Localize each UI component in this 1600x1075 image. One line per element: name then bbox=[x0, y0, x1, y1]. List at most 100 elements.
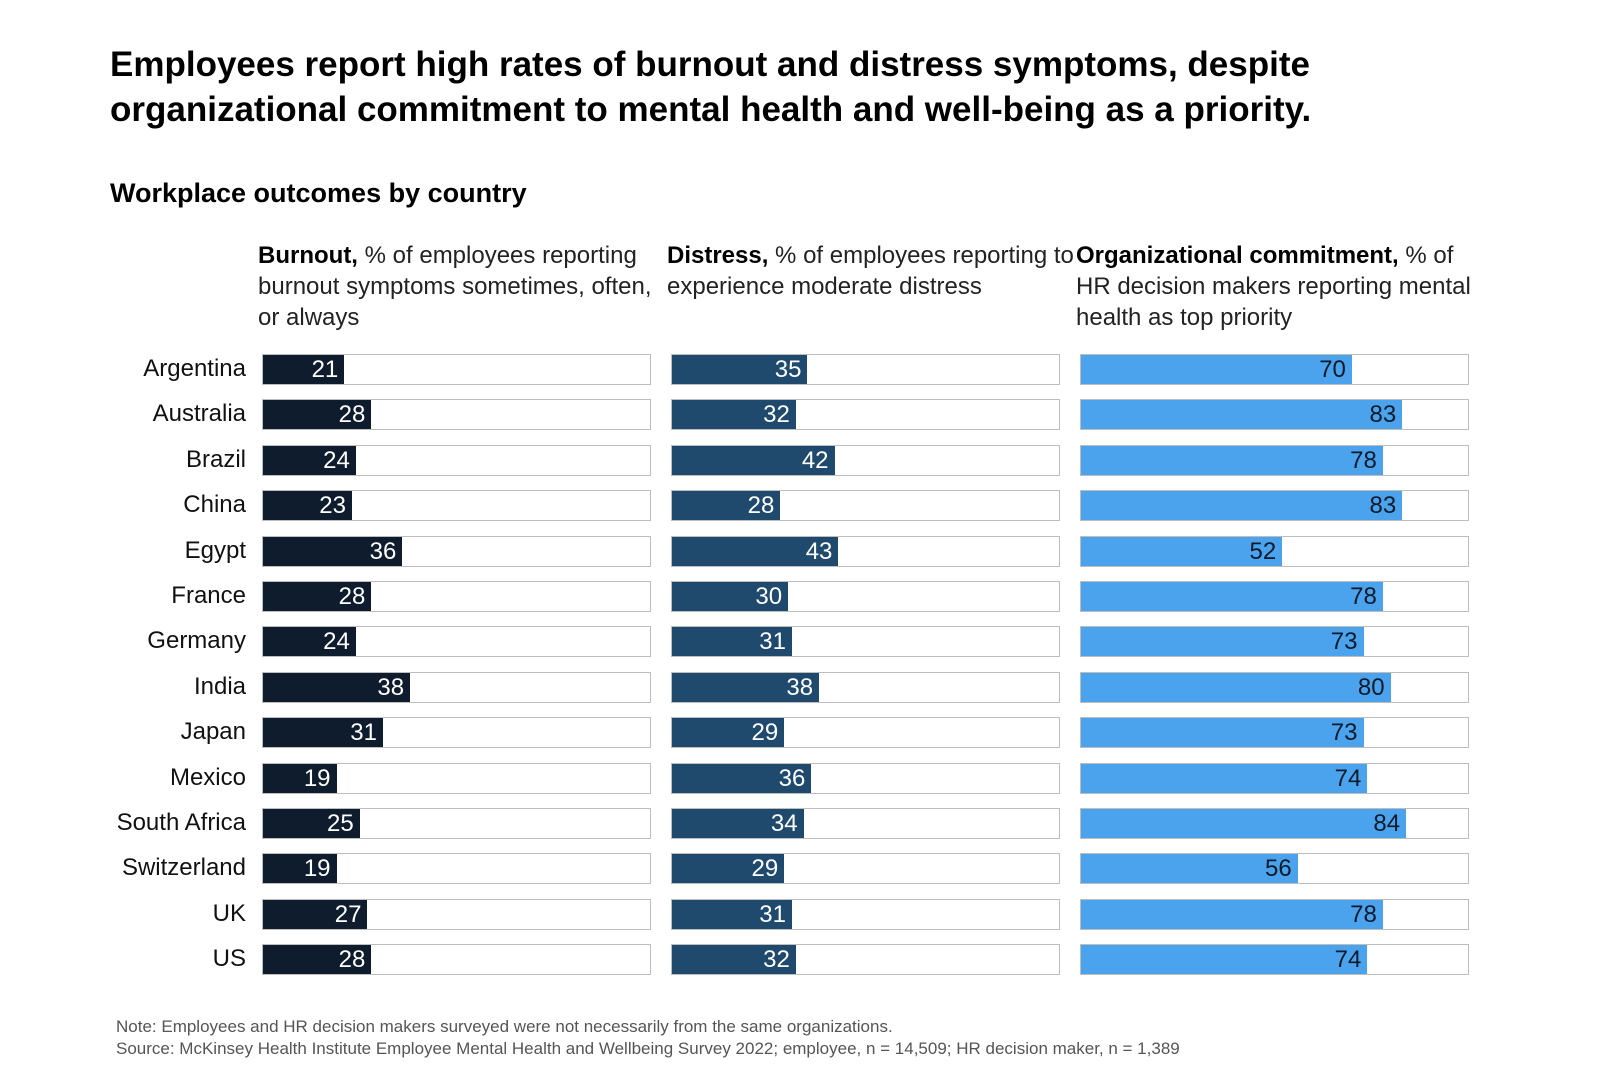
bar-track: 19 bbox=[262, 762, 651, 794]
bar-track: 84 bbox=[1080, 808, 1469, 839]
bar-value-label: 38 bbox=[786, 673, 814, 701]
bar: 21 bbox=[263, 355, 345, 384]
bar: 19 bbox=[263, 763, 337, 793]
bar-track: 32 bbox=[671, 944, 1060, 976]
bar: 19 bbox=[263, 854, 337, 884]
bar-value-label: 28 bbox=[338, 583, 366, 610]
bar-track: 31 bbox=[671, 898, 1060, 930]
bar-value-label: 78 bbox=[1350, 583, 1377, 610]
category-label: Egypt bbox=[184, 536, 246, 564]
bar-track: 70 bbox=[1080, 354, 1469, 385]
category-label: China bbox=[183, 491, 246, 519]
bar-value-label: 84 bbox=[1373, 810, 1401, 837]
bar: 23 bbox=[263, 491, 352, 521]
bar: 78 bbox=[1081, 899, 1383, 929]
bar-track: 73 bbox=[1080, 717, 1469, 749]
category-label: Mexico bbox=[169, 763, 246, 791]
bar-track: 29 bbox=[671, 717, 1060, 749]
bar-track: 27 bbox=[262, 898, 651, 930]
category-label: UK bbox=[212, 899, 246, 927]
bar-value-label: 30 bbox=[755, 583, 783, 610]
bar-track: 29 bbox=[671, 853, 1060, 885]
category-label: US bbox=[212, 945, 246, 973]
bar-value-label: 25 bbox=[327, 810, 354, 837]
bar: 78 bbox=[1081, 582, 1383, 611]
column-header-bold: Organizational commitment, bbox=[1076, 242, 1399, 269]
bar-track: 73 bbox=[1080, 626, 1469, 658]
bar: 31 bbox=[263, 718, 383, 748]
bar: 78 bbox=[1081, 445, 1383, 475]
category-label: Australia bbox=[152, 400, 246, 428]
bar-track: 28 bbox=[262, 944, 651, 976]
bar-value-label: 73 bbox=[1330, 628, 1358, 656]
bar-value-label: 34 bbox=[770, 810, 798, 837]
bar: 29 bbox=[672, 718, 785, 748]
bar: 28 bbox=[263, 400, 372, 430]
bar-track: 80 bbox=[1080, 671, 1469, 703]
bar: 74 bbox=[1081, 763, 1368, 793]
bar: 38 bbox=[263, 672, 411, 702]
bar-track: 52 bbox=[1080, 535, 1469, 567]
chart-note: Note: Employees and HR decision makers s… bbox=[116, 1017, 893, 1036]
bar-value-label: 31 bbox=[759, 628, 786, 656]
column-header-organizational-commitment: Organizational commitment, % of HR decis… bbox=[1076, 240, 1486, 333]
bar-track: 78 bbox=[1080, 444, 1469, 476]
chart-subtitle: Workplace outcomes by country bbox=[110, 178, 527, 208]
bar: 73 bbox=[1081, 627, 1364, 657]
bar: 52 bbox=[1081, 536, 1283, 566]
bar: 42 bbox=[672, 445, 835, 475]
bar: 38 bbox=[672, 672, 820, 702]
bar-value-label: 21 bbox=[311, 356, 339, 383]
category-label: Argentina bbox=[143, 355, 246, 382]
bar-track: 23 bbox=[262, 490, 651, 522]
bar-value-label: 29 bbox=[751, 855, 779, 883]
bar: 31 bbox=[672, 627, 792, 657]
bar-value-label: 31 bbox=[759, 900, 786, 928]
category-label: India bbox=[193, 672, 246, 700]
bar: 70 bbox=[1081, 355, 1352, 384]
bar: 36 bbox=[263, 536, 403, 566]
bar-track: 34 bbox=[671, 808, 1060, 839]
bar-track: 28 bbox=[262, 581, 651, 612]
bar-track: 32 bbox=[671, 399, 1060, 431]
bar: 32 bbox=[672, 945, 796, 975]
bar-track: 74 bbox=[1080, 944, 1469, 976]
bar: 56 bbox=[1081, 854, 1298, 884]
column-header-bold: Burnout, bbox=[258, 242, 358, 269]
category-label: France bbox=[171, 582, 246, 609]
category-label: Germany bbox=[147, 627, 246, 655]
bar: 80 bbox=[1081, 672, 1391, 702]
bar: 28 bbox=[672, 491, 781, 521]
bar-value-label: 19 bbox=[303, 764, 331, 792]
bar: 36 bbox=[672, 763, 812, 793]
bar-track: 74 bbox=[1080, 762, 1469, 794]
bar: 29 bbox=[672, 854, 785, 884]
bar-track: 43 bbox=[671, 535, 1060, 567]
bar-track: 25 bbox=[262, 808, 651, 839]
bar-track: 30 bbox=[671, 581, 1060, 612]
bar-value-label: 70 bbox=[1319, 356, 1346, 383]
bar-value-label: 24 bbox=[323, 628, 350, 656]
chart-source: Source: McKinsey Health Institute Employ… bbox=[116, 1039, 1180, 1058]
bar-track: 56 bbox=[1080, 853, 1469, 885]
bar-value-label: 36 bbox=[778, 764, 806, 792]
bar-value-label: 32 bbox=[763, 401, 790, 429]
column-header-distress: Distress, % of employees reporting to ex… bbox=[667, 240, 1077, 302]
bar-value-label: 23 bbox=[319, 492, 346, 520]
bar: 43 bbox=[672, 536, 839, 566]
bar: 30 bbox=[672, 582, 789, 611]
bar: 84 bbox=[1081, 809, 1407, 838]
bar-value-label: 28 bbox=[338, 401, 366, 429]
bar: 83 bbox=[1081, 491, 1403, 521]
bar: 28 bbox=[263, 582, 372, 611]
bar-value-label: 28 bbox=[338, 946, 366, 974]
bar-value-label: 38 bbox=[377, 673, 405, 701]
bar-track: 19 bbox=[262, 853, 651, 885]
bar-track: 78 bbox=[1080, 898, 1469, 930]
column-header-bold: Distress, bbox=[667, 242, 769, 269]
bar-value-label: 32 bbox=[763, 946, 790, 974]
bar-track: 31 bbox=[671, 626, 1060, 658]
bar-track: 78 bbox=[1080, 581, 1469, 612]
bar-track: 36 bbox=[262, 535, 651, 567]
bar-value-label: 27 bbox=[334, 900, 362, 928]
